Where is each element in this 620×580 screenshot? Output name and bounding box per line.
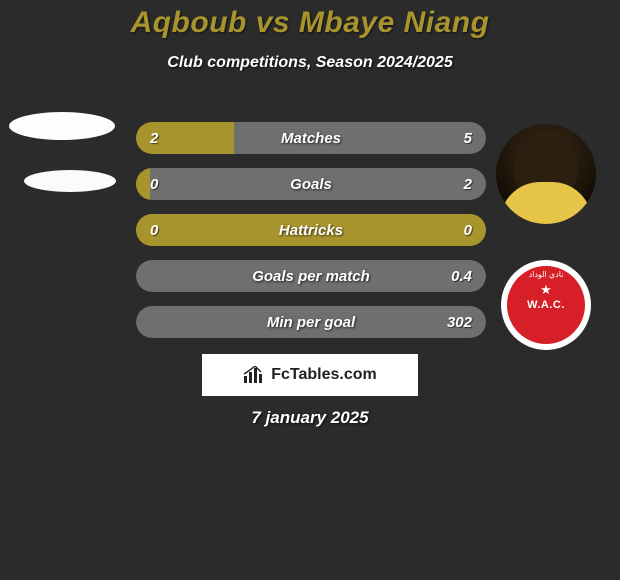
stat-row: 0Goals2: [136, 168, 486, 200]
stat-right-value: 0: [464, 222, 472, 239]
stat-bars: 2Matches50Goals20Hattricks0Goals per mat…: [136, 122, 486, 338]
brand-badge: FcTables.com: [202, 354, 418, 396]
date-label: 7 january 2025: [0, 408, 620, 428]
club-badge-placeholder: [24, 170, 116, 192]
stat-right-value: 0.4: [451, 268, 472, 285]
player-avatar-placeholder: [9, 112, 115, 140]
page-title: Aqboub vs Mbaye Niang: [0, 6, 620, 40]
club-abbrev: W.A.C.: [501, 260, 591, 350]
left-player-avatars: [8, 112, 116, 192]
player-avatar: [496, 124, 596, 224]
stat-row: Goals per match0.4: [136, 260, 486, 292]
stat-label: Min per goal: [136, 314, 486, 331]
stat-label: Goals per match: [136, 268, 486, 285]
stat-row: 0Hattricks0: [136, 214, 486, 246]
brand-text: FcTables.com: [271, 366, 377, 384]
stat-row: Min per goal302: [136, 306, 486, 338]
subtitle: Club competitions, Season 2024/2025: [0, 54, 620, 72]
right-player-avatars: نادي الوداد ★ W.A.C.: [496, 124, 596, 350]
comparison-infographic: Aqboub vs Mbaye Niang Club competitions,…: [0, 0, 620, 580]
club-badge: نادي الوداد ★ W.A.C.: [501, 260, 591, 350]
stat-right-value: 5: [464, 130, 472, 147]
stat-right-value: 2: [464, 176, 472, 193]
stat-label: Hattricks: [136, 222, 486, 239]
bar-chart-icon: [243, 366, 265, 384]
stat-label: Goals: [136, 176, 486, 193]
stat-row: 2Matches5: [136, 122, 486, 154]
stat-right-value: 302: [447, 314, 472, 331]
stat-label: Matches: [136, 130, 486, 147]
